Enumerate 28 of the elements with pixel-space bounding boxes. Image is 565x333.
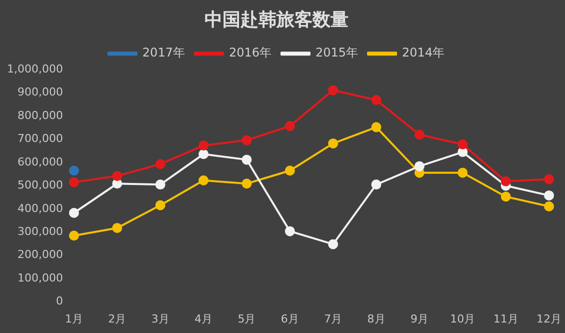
x-tick-label: 1月: [64, 312, 83, 326]
y-tick-label: 1,000,000: [7, 62, 63, 76]
legend-label: 2014年: [402, 46, 445, 60]
x-tick-label: 5月: [238, 312, 256, 326]
y-tick-label: 300,000: [17, 225, 63, 238]
x-tick-label: 7月: [324, 312, 342, 326]
x-tick-label: 3月: [151, 312, 170, 326]
y-tick-label: 0: [56, 294, 63, 308]
x-tick-label: 11月: [493, 312, 518, 326]
y-tick-label: 200,000: [17, 248, 63, 262]
x-tick-label: 10月: [450, 312, 476, 326]
x-tick-label: 6月: [280, 312, 299, 326]
y-tick-label: 700,000: [17, 132, 63, 146]
y-tick-label: 100,000: [17, 271, 63, 284]
y-tick-label: 900,000: [17, 86, 63, 99]
x-tick-label: 12月: [536, 312, 562, 326]
y-tick-label: 800,000: [17, 108, 63, 122]
x-tick-label: 9月: [410, 312, 428, 326]
y-tick-label: 400,000: [17, 202, 63, 215]
x-tick-label: 8月: [367, 312, 386, 326]
x-tick-label: 4月: [194, 312, 213, 326]
chart-title: 中国赴韩旅客数量: [204, 9, 348, 30]
y-tick-label: 500,000: [17, 178, 63, 192]
y-tick-label: 600,000: [17, 155, 63, 168]
x-tick-label: 2月: [108, 312, 126, 326]
legend-label: 2016年: [228, 46, 272, 60]
legend-label: 2015年: [316, 46, 358, 60]
legend-label: 2017年: [142, 46, 185, 60]
